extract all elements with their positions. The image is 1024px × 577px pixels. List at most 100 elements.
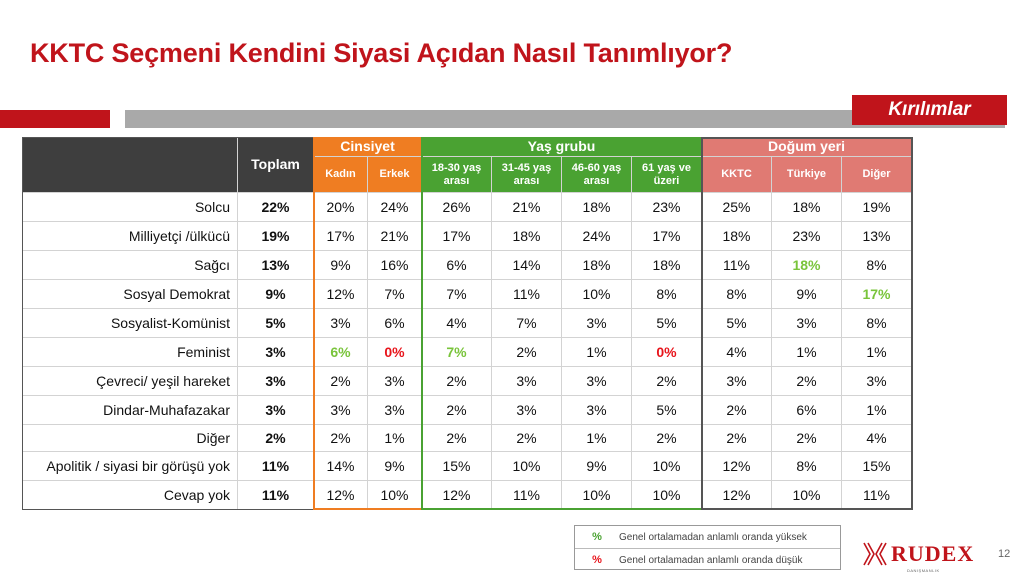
row-label: Cevap yok xyxy=(22,481,238,510)
group-header: Yaş grubu xyxy=(422,137,702,157)
table-cell: 7% xyxy=(422,280,492,309)
table-cell: 15% xyxy=(422,452,492,481)
table-cell: 14% xyxy=(314,452,368,481)
legend-text-low: Genel ortalamadan anlamlı oranda düşük xyxy=(619,554,803,566)
table-cell: 2% xyxy=(422,396,492,425)
table-cell: 2% xyxy=(702,425,772,452)
table-cell: 20% xyxy=(314,193,368,222)
table-cell: 1% xyxy=(562,425,632,452)
table-cell: 18% xyxy=(492,222,562,251)
table-cell: 18% xyxy=(772,251,842,280)
row-total: 5% xyxy=(238,309,314,338)
table-cell: 10% xyxy=(632,481,702,510)
table-cell: 3% xyxy=(842,367,912,396)
table-cell: 4% xyxy=(422,309,492,338)
table-cell: 19% xyxy=(842,193,912,222)
row-label: Apolitik / siyasi bir görüşü yok xyxy=(22,452,238,481)
table-cell: 11% xyxy=(702,251,772,280)
table-cell: 0% xyxy=(368,338,422,367)
table-cell: 9% xyxy=(314,251,368,280)
table-cell: 10% xyxy=(562,481,632,510)
table-cell: 0% xyxy=(632,338,702,367)
table-cell: 3% xyxy=(492,396,562,425)
logo-name: RUDEX xyxy=(891,541,975,566)
table-cell: 18% xyxy=(702,222,772,251)
table-cell: 12% xyxy=(702,452,772,481)
row-total: 3% xyxy=(238,396,314,425)
row-label: Dindar-Muhafazakar xyxy=(22,396,238,425)
legend-symbol-low: % xyxy=(592,554,602,566)
table-cell: 6% xyxy=(314,338,368,367)
table-cell: 2% xyxy=(314,367,368,396)
kirilim-badge: Kırılımlar xyxy=(852,95,1007,125)
table-cell: 3% xyxy=(562,367,632,396)
table-cell: 8% xyxy=(842,251,912,280)
table-cell: 9% xyxy=(772,280,842,309)
table-cell: 23% xyxy=(772,222,842,251)
subheader: Kadın xyxy=(314,157,368,193)
table-cell: 12% xyxy=(314,481,368,510)
row-label: Feminist xyxy=(22,338,238,367)
row-total: 22% xyxy=(238,193,314,222)
logo-tagline: DANIŞMANLIK xyxy=(907,568,940,573)
table-cell: 1% xyxy=(842,338,912,367)
table-cell: 10% xyxy=(562,280,632,309)
table-cell: 13% xyxy=(842,222,912,251)
table-cell: 21% xyxy=(492,193,562,222)
table-cell: 3% xyxy=(772,309,842,338)
table-cell: 21% xyxy=(368,222,422,251)
page-title: KKTC Seçmeni Kendini Siyasi Açıdan Nasıl… xyxy=(30,38,733,68)
table-cell: 11% xyxy=(492,280,562,309)
header-total: Toplam xyxy=(238,137,314,193)
row-label: Solcu xyxy=(22,193,238,222)
table-cell: 2% xyxy=(492,425,562,452)
table-cell: 9% xyxy=(562,452,632,481)
table-cell: 23% xyxy=(632,193,702,222)
table-cell: 5% xyxy=(632,309,702,338)
table-cell: 7% xyxy=(492,309,562,338)
table-cell: 3% xyxy=(702,367,772,396)
row-label: Sosyalist-Komünist xyxy=(22,309,238,338)
row-total: 11% xyxy=(238,481,314,510)
rudex-mark-icon xyxy=(863,542,887,566)
row-total: 13% xyxy=(238,251,314,280)
table-cell: 18% xyxy=(632,251,702,280)
table-cell: 5% xyxy=(632,396,702,425)
table-cell: 7% xyxy=(422,338,492,367)
table-cell: 17% xyxy=(422,222,492,251)
row-total: 3% xyxy=(238,367,314,396)
table-cell: 6% xyxy=(368,309,422,338)
table-cell: 11% xyxy=(842,481,912,510)
title-underline-bar xyxy=(125,110,1005,128)
subheader: Erkek xyxy=(368,157,422,193)
table-cell: 12% xyxy=(422,481,492,510)
table-cell: 26% xyxy=(422,193,492,222)
table-cell: 17% xyxy=(314,222,368,251)
table-cell: 3% xyxy=(368,367,422,396)
table-cell: 8% xyxy=(702,280,772,309)
rudex-logo: RUDEX DANIŞMANLIK xyxy=(861,541,975,573)
table-cell: 8% xyxy=(772,452,842,481)
table-cell: 3% xyxy=(562,396,632,425)
table-cell: 2% xyxy=(492,338,562,367)
row-total: 2% xyxy=(238,425,314,452)
table-cell: 12% xyxy=(314,280,368,309)
table-cell: 3% xyxy=(492,367,562,396)
subheader: 31-45 yaş arası xyxy=(492,157,562,193)
row-total: 3% xyxy=(238,338,314,367)
table-cell: 16% xyxy=(368,251,422,280)
table-cell: 9% xyxy=(368,452,422,481)
table-cell: 1% xyxy=(562,338,632,367)
row-label: Sağcı xyxy=(22,251,238,280)
table-cell: 12% xyxy=(702,481,772,510)
group-header: Cinsiyet xyxy=(314,137,422,157)
table-cell: 4% xyxy=(842,425,912,452)
legend-text-high: Genel ortalamadan anlamlı oranda yüksek xyxy=(619,531,807,543)
table-cell: 10% xyxy=(772,481,842,510)
table-cell: 15% xyxy=(842,452,912,481)
table-cell: 14% xyxy=(492,251,562,280)
group-header: Doğum yeri xyxy=(702,137,912,157)
table-cell: 3% xyxy=(314,309,368,338)
table-cell: 18% xyxy=(772,193,842,222)
table-cell: 2% xyxy=(314,425,368,452)
